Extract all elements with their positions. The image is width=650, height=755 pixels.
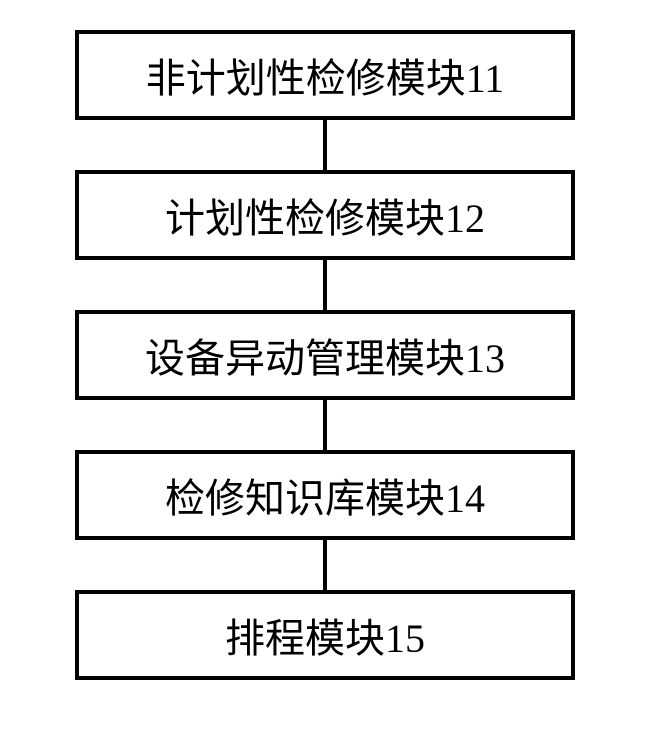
connector-1-2	[323, 120, 327, 170]
node-label: 计划性检修模块12	[165, 186, 485, 244]
connector-2-3	[323, 260, 327, 310]
node-label: 非计划性检修模块11	[146, 46, 505, 104]
node-equipment-change-mgmt: 设备异动管理模块13	[75, 310, 575, 400]
module-flow-diagram: 非计划性检修模块11 计划性检修模块12 设备异动管理模块13 检修知识库模块1…	[0, 0, 650, 755]
node-label: 设备异动管理模块13	[145, 326, 505, 384]
node-label: 检修知识库模块14	[165, 466, 485, 524]
node-maintenance-kb: 检修知识库模块14	[75, 450, 575, 540]
node-unplanned-maintenance: 非计划性检修模块11	[75, 30, 575, 120]
node-planned-maintenance: 计划性检修模块12	[75, 170, 575, 260]
connector-4-5	[323, 540, 327, 590]
node-scheduling: 排程模块15	[75, 590, 575, 680]
connector-3-4	[323, 400, 327, 450]
node-label: 排程模块15	[225, 606, 425, 664]
